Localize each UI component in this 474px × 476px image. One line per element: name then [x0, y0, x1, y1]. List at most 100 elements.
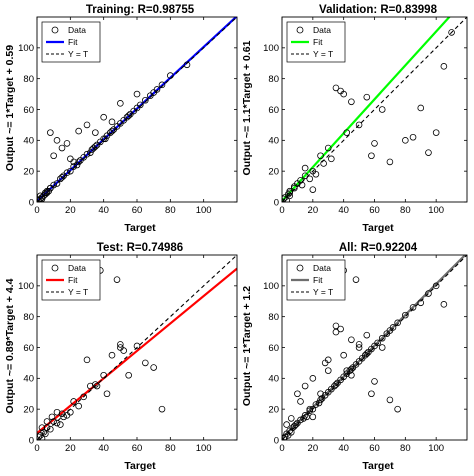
legend-label-data: Data: [68, 263, 86, 273]
data-point: [425, 290, 432, 297]
x-tick-label: 40: [98, 205, 109, 216]
data-point: [120, 347, 127, 354]
data-point: [324, 356, 332, 364]
data-point: [355, 121, 363, 129]
data-point: [371, 140, 378, 147]
x-tick-label: 60: [369, 205, 380, 216]
all-ylabel: Output ~= 1*Target + 1.2: [241, 286, 253, 406]
data-point: [301, 172, 309, 180]
data-point: [300, 415, 307, 422]
data-point: [133, 342, 141, 350]
x-tick-label: 0: [34, 443, 39, 454]
data-point: [83, 356, 91, 364]
legend-marker-data: [51, 264, 59, 272]
training-xlabel: Target: [124, 222, 156, 234]
y-tick-label: 100: [18, 281, 34, 292]
data-point: [63, 169, 71, 177]
data-point: [448, 29, 455, 36]
data-point: [409, 133, 417, 141]
data-point: [440, 63, 448, 70]
training-panel: Training: R=0.98755 Target Output ~= 1*T…: [4, 4, 238, 234]
legend-marker-data: [296, 264, 304, 272]
x-tick-label: 40: [338, 443, 349, 454]
legend-label-y-t: Y = T: [68, 287, 88, 297]
data-point: [348, 98, 355, 106]
data-point: [309, 375, 317, 382]
y-tick-label: 40: [268, 136, 279, 147]
plot-marks: [282, 255, 467, 440]
identity-line: [282, 17, 467, 202]
data-point: [75, 158, 82, 166]
data-point: [40, 428, 47, 436]
data-point: [63, 140, 71, 147]
data-point: [315, 399, 323, 407]
data-point: [125, 112, 132, 119]
data-point: [58, 410, 66, 418]
validation-ylabel: Output ~= 1.1*Target + 0.61: [241, 40, 253, 175]
y-tick-label: 0: [29, 197, 34, 208]
data-point: [297, 416, 304, 424]
test-panel: Test: R=0.74986 Target Output ~= 0.89*Ta…: [4, 242, 238, 472]
data-point: [283, 421, 290, 428]
data-point: [332, 381, 340, 388]
x-tick-label: 0: [279, 443, 284, 454]
data-point: [306, 405, 314, 413]
data-point: [83, 150, 91, 158]
data-point: [70, 163, 77, 170]
data-point: [417, 104, 425, 112]
legend: Data Fit Y = T: [286, 259, 346, 301]
data-point: [75, 127, 82, 135]
data-point: [312, 170, 320, 178]
legend-label-data: Data: [313, 263, 331, 273]
data-point: [363, 93, 371, 101]
data-point: [291, 183, 298, 190]
data-point: [368, 152, 375, 160]
data-point: [432, 129, 440, 136]
data-point: [332, 328, 340, 336]
y-tick-label: 100: [263, 281, 279, 292]
data-point: [324, 144, 332, 152]
data-point: [343, 367, 351, 374]
data-point: [183, 61, 191, 69]
x-tick-label: 0: [34, 205, 39, 216]
y-tick-label: 60: [23, 105, 34, 116]
x-tick-label: 0: [279, 205, 284, 216]
y-tick-label: 80: [268, 74, 279, 85]
x-tick-label: 80: [400, 443, 411, 454]
y-tick-label: 0: [274, 435, 279, 446]
x-tick-label: 20: [65, 443, 76, 454]
data-point: [394, 319, 401, 327]
data-point: [320, 160, 327, 167]
data-point: [425, 149, 432, 156]
data-point: [378, 344, 386, 351]
x-tick-label: 60: [132, 443, 143, 454]
y-tick-label: 0: [29, 435, 34, 446]
data-point: [103, 390, 111, 398]
test-xlabel: Target: [124, 460, 156, 472]
data-point: [80, 393, 87, 401]
data-point: [70, 158, 77, 166]
data-point: [301, 382, 309, 390]
data-point: [53, 408, 61, 416]
data-point: [317, 152, 324, 160]
data-point: [309, 413, 317, 421]
data-point: [355, 341, 363, 348]
validation-panel: Validation: R=0.83998 Target Output ~= 1…: [241, 4, 468, 234]
y-tick-label: 20: [23, 166, 34, 177]
data-point: [102, 135, 109, 143]
legend-marker-data: [51, 26, 59, 34]
data-point: [43, 418, 51, 425]
data-point: [158, 405, 166, 413]
x-tick-label: 100: [428, 443, 444, 454]
data-point: [287, 428, 295, 436]
data-point: [153, 86, 161, 93]
data-point: [117, 341, 124, 348]
y-tick-label: 100: [263, 43, 279, 54]
x-tick-label: 20: [308, 205, 319, 216]
data-point: [386, 158, 394, 166]
data-point: [352, 276, 360, 283]
legend-label-data: Data: [313, 25, 331, 35]
data-point: [53, 137, 61, 144]
x-tick-label: 40: [98, 443, 109, 454]
